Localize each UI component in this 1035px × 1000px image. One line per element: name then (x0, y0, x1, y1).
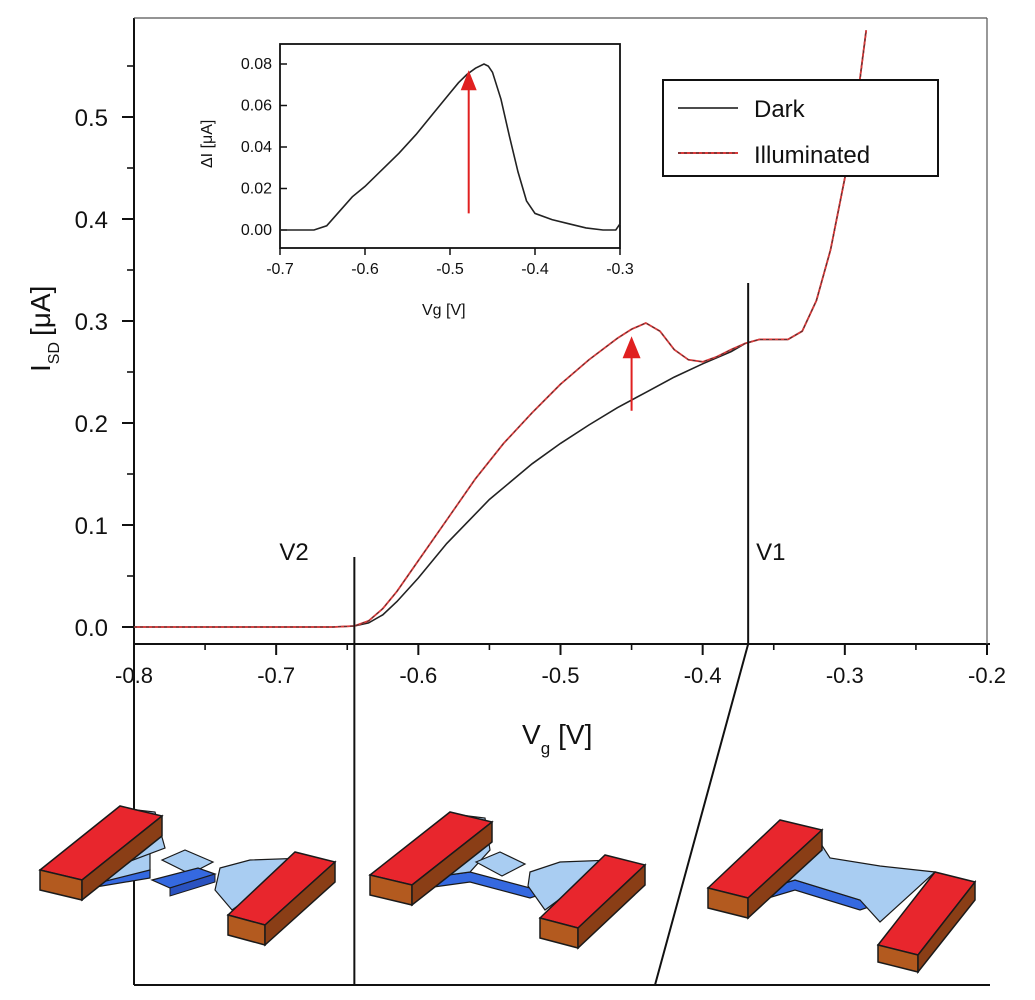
inset-tick-labels: -0.7 -0.6 -0.5 -0.4 -0.3 0.00 0.02 0.04 0.06 0.08 (241, 56, 634, 278)
inset-y-tick-label: 0.02 (241, 181, 272, 198)
inset-y-tick-label: 0.04 (241, 139, 272, 156)
inset-y-axis-label: ΔI [μA] (199, 120, 216, 168)
dot-top (474, 851, 527, 877)
legend-illuminated-label: Illuminated (754, 142, 870, 169)
main-x-label-unit: [V] (558, 719, 592, 750)
inset-series (280, 63, 621, 231)
inset-red-arrow (460, 70, 477, 214)
island-top (160, 849, 215, 875)
main-x-tick-label: -0.4 (684, 663, 722, 688)
inset-x-tick-label: -0.7 (266, 261, 294, 278)
main-x-tick-label: -0.5 (542, 663, 580, 688)
left-electrode (368, 811, 494, 907)
main-y-tick-label: 0.0 (75, 615, 108, 642)
inset-y-tick-label: 0.08 (241, 56, 272, 73)
main-arrow-head (622, 336, 641, 359)
inset-x-tick-label: -0.6 (351, 261, 379, 278)
inset-y-tick-label: 0.06 (241, 98, 272, 115)
illuminated-series-dash (134, 30, 867, 628)
inset-y-tick-label: 0.00 (241, 222, 272, 239)
main-x-tick-label: -0.3 (826, 663, 864, 688)
left-electrode (706, 819, 824, 920)
main-y-tick-label: 0.1 (75, 513, 108, 540)
main-x-axis-label: Vg [V] (522, 719, 592, 758)
left-electrode (38, 805, 164, 902)
inset-x-axis-label: Vg [V] (422, 302, 466, 319)
main-y-tick-label: 0.5 (75, 105, 108, 132)
main-x-tick-label: -0.6 (399, 663, 437, 688)
device-schematic-intermediate-state (368, 811, 647, 950)
main-x-label-main: V (522, 719, 541, 750)
device-schematic-closed-state (38, 805, 337, 947)
inset-x-tick-label: -0.4 (521, 261, 549, 278)
device-schematic-open-state (706, 819, 977, 975)
right-electrode (538, 854, 647, 950)
inset-arrow-head (460, 70, 477, 91)
main-y-axis-label: ISD [μA] (25, 286, 63, 372)
main-ticks (122, 65, 988, 655)
main-y-label-main: I (25, 364, 56, 372)
legend: Dark Illuminated (662, 79, 939, 177)
main-y-tick-label: 0.3 (75, 309, 108, 336)
inset-frame (279, 43, 621, 249)
main-x-tick-label: -0.2 (968, 663, 1006, 688)
right-electrode (876, 871, 977, 975)
main-y-tick-label: 0.4 (75, 207, 108, 234)
main-red-arrow (622, 336, 641, 411)
inset-x-tick-label: -0.3 (606, 261, 634, 278)
v1-label: V1 (756, 539, 785, 566)
v1-slant-line (654, 643, 750, 986)
inset-chart: -0.7 -0.6 -0.5 -0.4 -0.3 0.00 0.02 0.04 0.06 0.08… (199, 43, 634, 319)
right-electrode (226, 851, 337, 947)
island-lower-side (169, 873, 216, 897)
main-y-label-unit: [μA] (25, 286, 56, 336)
main-y-label-sub: SD (46, 342, 63, 364)
v2-label: V2 (279, 539, 308, 566)
main-chart: -0.8 -0.7 -0.6 -0.5 -0.4 -0.3 -0.20.00.10.20.3… (25, 17, 1006, 986)
legend-dark-label: Dark (754, 96, 806, 123)
inset-x-tick-label: -0.5 (436, 261, 464, 278)
inset-ticks (279, 63, 621, 255)
main-x-tick-label: -0.7 (257, 663, 295, 688)
legend-box (662, 79, 939, 177)
main-y-tick-label: 0.2 (75, 411, 108, 438)
inset-delta-i-line (280, 63, 621, 231)
main-x-label-sub: g (541, 739, 550, 758)
